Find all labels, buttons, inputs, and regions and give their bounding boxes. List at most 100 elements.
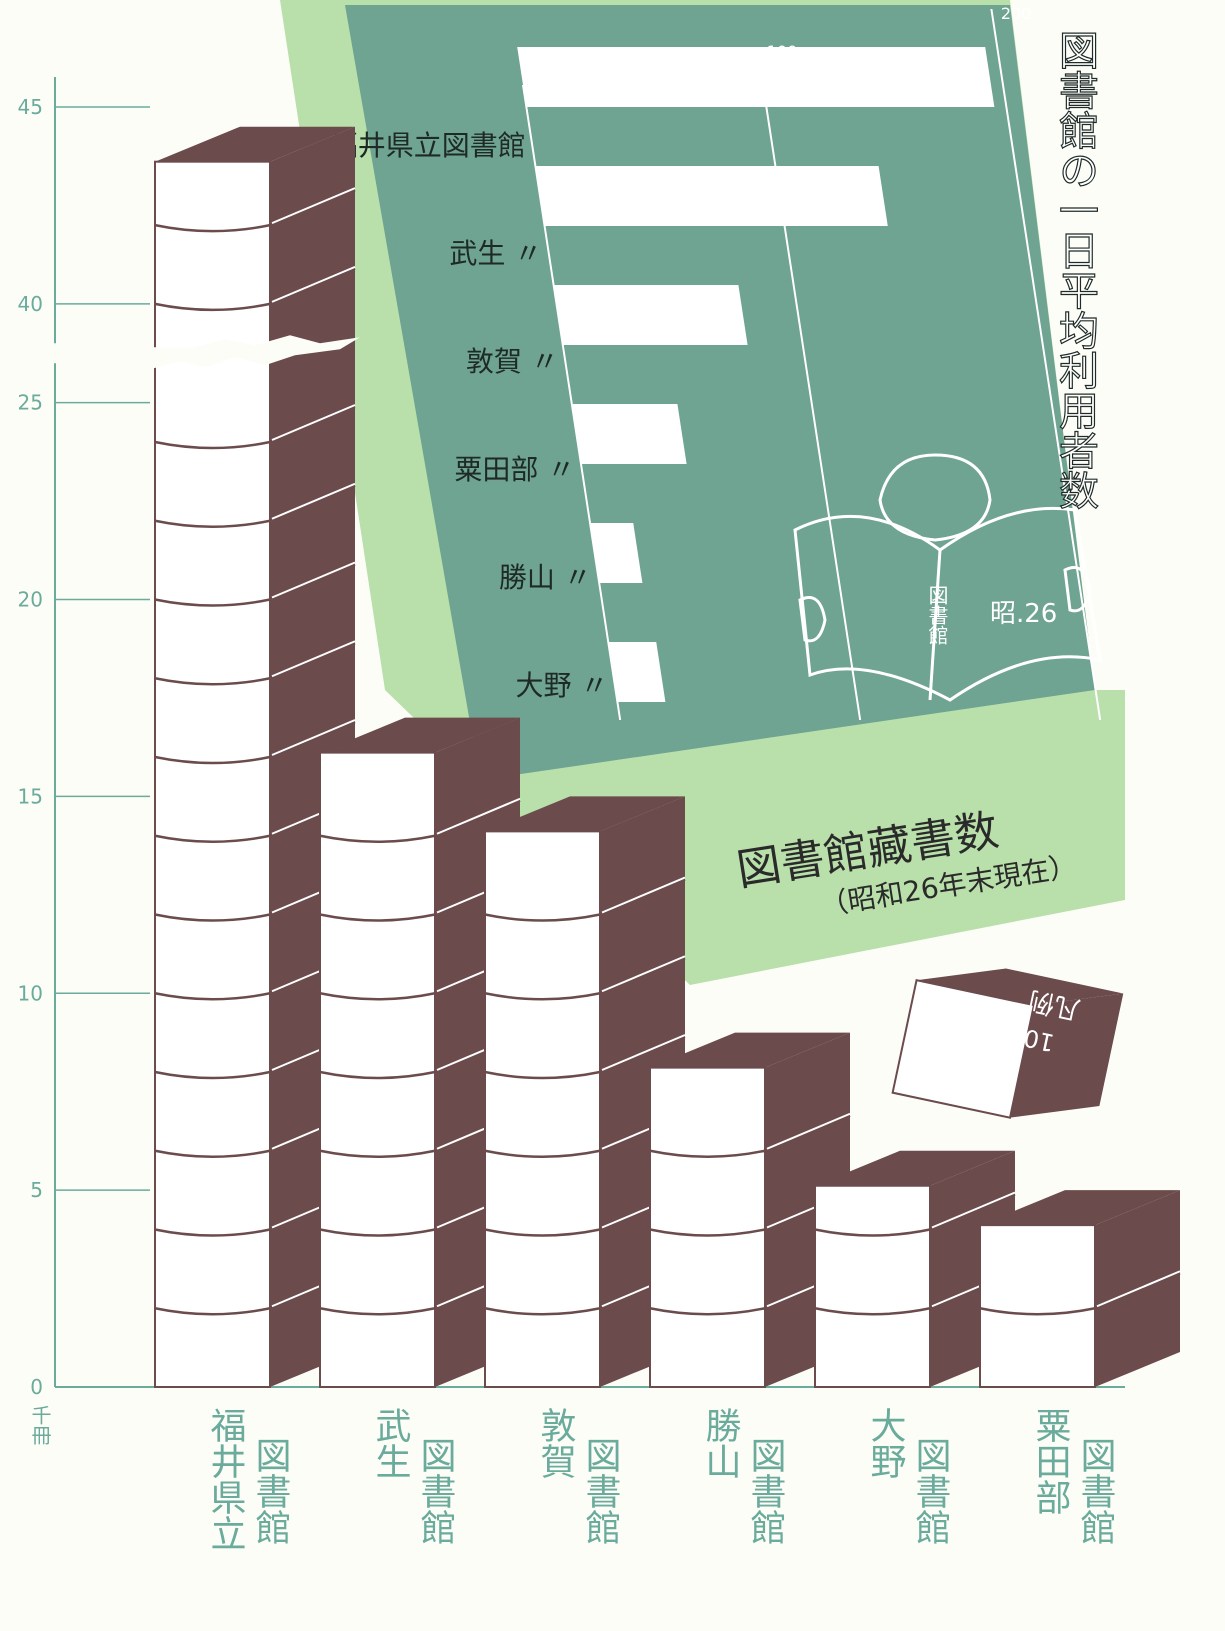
book-divider xyxy=(154,188,356,233)
y-tick-label: 45 xyxy=(18,95,43,119)
book-divider xyxy=(154,720,356,765)
book-stack-top xyxy=(980,1190,1180,1226)
book-divider xyxy=(484,878,686,922)
y-tick-label: 0 xyxy=(30,1375,43,1399)
legend-book-front xyxy=(891,979,1036,1119)
book-divider xyxy=(154,267,356,312)
book-stack-front xyxy=(979,1224,1096,1388)
book-stack-top xyxy=(815,1150,1015,1186)
book-divider-light xyxy=(271,719,356,756)
x-tick-label-suffix: 図書館 xyxy=(250,1437,292,1545)
book-divider-light xyxy=(271,187,356,225)
book-divider xyxy=(814,1193,1016,1237)
book-divider-light xyxy=(271,265,356,303)
inset-tick-label: 100 xyxy=(767,42,798,61)
inset-category-label: 勝山 〃 xyxy=(499,561,592,594)
book-divider xyxy=(154,957,356,1001)
book-divider xyxy=(814,1272,1016,1316)
reader-head xyxy=(878,453,992,542)
book-divider-light xyxy=(271,404,356,441)
book-divider xyxy=(319,1272,521,1316)
book-divider xyxy=(649,1114,851,1158)
y-tick-label: 25 xyxy=(18,391,43,415)
y-tick-label: 5 xyxy=(30,1178,43,1202)
inset-panel xyxy=(345,5,1095,780)
inset-bar xyxy=(535,166,888,226)
book-divider-light xyxy=(931,1191,1016,1229)
y-tick-label: 40 xyxy=(18,292,43,316)
book-stack-front xyxy=(649,1066,766,1388)
x-tick-label-suffix: 図書館 xyxy=(580,1437,622,1545)
book-divider xyxy=(154,484,356,528)
book-divider xyxy=(154,642,356,686)
book-divider xyxy=(484,1272,686,1316)
inset-title: 図書館の一日平均利用者数 xyxy=(1052,30,1098,510)
date-note: 昭.26 xyxy=(990,599,1057,629)
book-spine xyxy=(928,549,942,701)
inset-tick-label: 0人 xyxy=(533,80,559,99)
x-tick-label: 福井県立 xyxy=(205,1407,247,1551)
book-divider xyxy=(649,1272,851,1316)
book-divider xyxy=(154,1272,356,1316)
book-divider-light xyxy=(436,797,521,835)
book-stack-top xyxy=(155,126,355,162)
axis-break xyxy=(150,335,360,370)
x-tick-label: 武生 xyxy=(370,1407,411,1479)
hands xyxy=(798,566,1092,643)
book-divider xyxy=(484,1193,686,1237)
x-tick-label-suffix: 図書館 xyxy=(415,1437,457,1545)
inset-bar xyxy=(517,47,995,107)
x-tick-label: 敦賀 xyxy=(535,1407,576,1479)
book-stack-front xyxy=(319,751,436,1388)
legend-book-side xyxy=(1010,993,1124,1118)
book-divider-light xyxy=(271,561,356,599)
inset-tick-label: 200 xyxy=(1001,4,1032,23)
book-divider xyxy=(154,878,356,922)
inset-grid-line xyxy=(990,9,1102,720)
x-tick-label-suffix: 図書館 xyxy=(910,1437,952,1545)
book-divider xyxy=(154,1193,356,1237)
inset-category-label: 敦賀 〃 xyxy=(466,345,559,378)
book-stack-top xyxy=(485,796,685,832)
book-divider-light xyxy=(271,482,356,520)
x-tick-label: 大野 xyxy=(865,1407,906,1479)
book-cover-text: 図書館 xyxy=(925,585,949,645)
inset-category-label: 大野 〃 xyxy=(515,669,608,702)
book-divider xyxy=(154,1035,356,1080)
book-divider xyxy=(649,1193,851,1237)
book-divider xyxy=(484,1035,686,1080)
book-divider-light xyxy=(766,1112,851,1150)
book-divider xyxy=(979,1272,1181,1316)
reader-illustration xyxy=(793,453,1102,702)
inset-bar xyxy=(590,523,643,583)
legend-book-top xyxy=(916,968,1124,1006)
x-tick-label-suffix: 図書館 xyxy=(745,1437,787,1545)
x-tick-label: 勝山 xyxy=(700,1407,741,1479)
y-tick-label: 20 xyxy=(18,588,43,612)
book-stack-top xyxy=(320,717,520,753)
book-divider xyxy=(154,1114,356,1158)
book-divider xyxy=(154,405,356,450)
book-divider xyxy=(154,799,356,843)
book-divider xyxy=(319,1193,521,1237)
y-tick-label: 15 xyxy=(18,784,43,808)
inset-bar xyxy=(553,285,748,345)
book-divider-light xyxy=(601,955,686,993)
book-stack-front xyxy=(154,160,271,1388)
inset-bar xyxy=(608,642,666,702)
inset-grid-line xyxy=(756,47,862,720)
x-tick-label-suffix: 図書館 xyxy=(1075,1437,1117,1545)
inset-category-label: 粟田部 〃 xyxy=(454,453,575,486)
book-stack-front xyxy=(484,830,601,1388)
book-divider xyxy=(484,1114,686,1158)
book-divider xyxy=(484,957,686,1001)
y-unit: 千冊 xyxy=(28,1405,52,1445)
y-tick-label: 10 xyxy=(18,981,43,1005)
inset-category-label: 福井県立図書館 xyxy=(330,129,526,162)
book-divider xyxy=(319,799,521,843)
open-book xyxy=(793,506,1102,702)
inset-bar xyxy=(571,404,687,464)
book-divider xyxy=(154,563,356,607)
